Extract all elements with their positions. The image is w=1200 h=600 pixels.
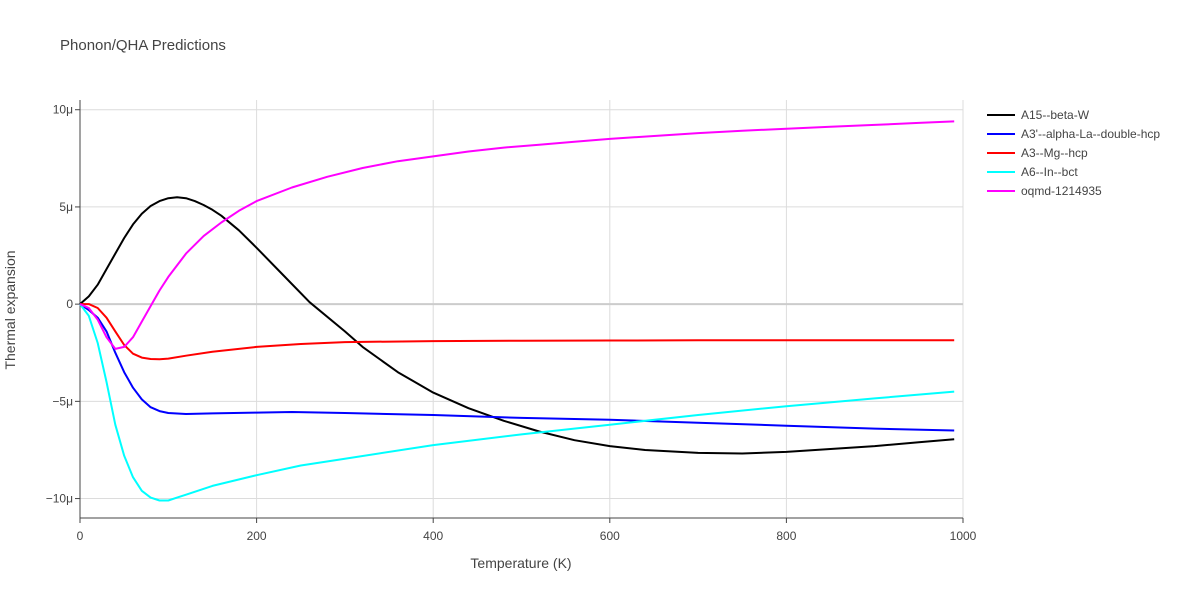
x-tick-label: 0 [77,529,84,543]
series-line-4[interactable] [79,120,955,350]
legend-label: oqmd-1214935 [1021,184,1102,198]
chart-title: Phonon/QHA Predictions [60,37,226,54]
legend-item[interactable]: A6--In--bct [987,165,1078,179]
legend-item[interactable]: A3--Mg--hcp [987,146,1088,160]
plot-area [79,120,955,502]
x-tick-label: 600 [600,529,620,543]
legend-item[interactable]: oqmd-1214935 [987,184,1102,198]
legend-label: A3--Mg--hcp [1021,146,1088,160]
x-tick-label: 200 [247,529,267,543]
legend-label: A3'--alpha-La--double-hcp [1021,127,1160,141]
legend: A15--beta-W A3'--alpha-La--double-hcp A3--… [987,108,1160,198]
axes: 0 200 400 600 800 1000 −10μ −5μ 0 5μ 10μ [46,100,977,543]
y-tick-label: −5μ [52,394,73,408]
legend-item[interactable]: A3'--alpha-La--double-hcp [987,127,1160,141]
series-line-0[interactable] [79,196,955,455]
y-tick-label: 5μ [59,200,73,214]
legend-item[interactable]: A15--beta-W [987,108,1090,122]
y-tick-label: 10μ [53,103,73,117]
x-axis-label: Temperature (K) [470,555,571,571]
x-tick-label: 400 [423,529,443,543]
grid [80,100,964,518]
x-tick-label: 800 [776,529,796,543]
y-tick-label: −10μ [46,492,73,506]
x-tick-label: 1000 [950,529,977,543]
y-axis-label: Thermal expansion [2,250,18,369]
y-tick-label: 0 [66,297,73,311]
series-line-2[interactable] [80,303,955,361]
legend-label: A6--In--bct [1021,165,1078,179]
series-line-3[interactable] [79,303,955,502]
series-line-1[interactable] [79,303,955,432]
legend-label: A15--beta-W [1021,108,1090,122]
